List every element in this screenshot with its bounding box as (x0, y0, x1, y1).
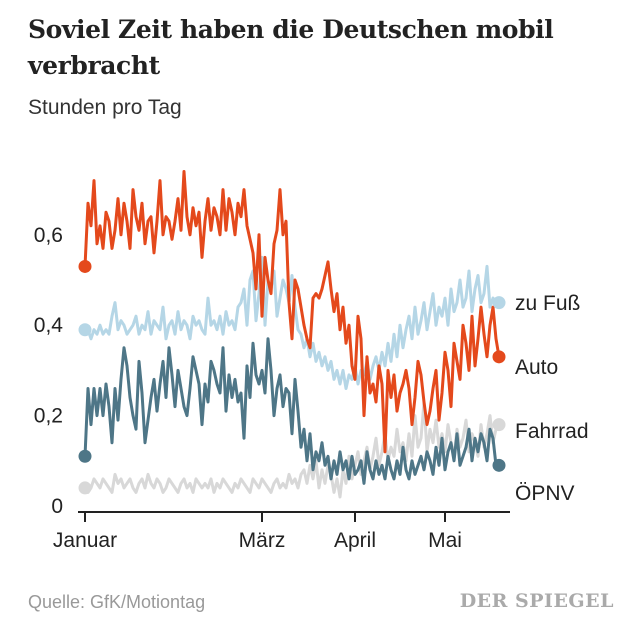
series-label: Auto (515, 356, 558, 379)
series-start-marker (78, 259, 92, 273)
series-end-marker (492, 350, 506, 364)
series-start-marker (78, 323, 92, 337)
series-label: ÖPNV (515, 482, 575, 505)
y-tick-label: 0,4 (34, 314, 64, 337)
series-line (83, 337, 501, 485)
series-end-marker (492, 296, 506, 310)
y-axis: 0 0,2 0,4 0,6 (34, 224, 64, 518)
x-axis: Januar März April Mai (53, 512, 462, 552)
series-line (83, 400, 501, 499)
source-note: Quelle: GfK/Motiontag (28, 592, 206, 612)
x-tick-label: Januar (53, 529, 117, 552)
y-tick-label: 0,6 (34, 224, 63, 247)
series-end-marker (492, 418, 506, 432)
y-tick-label: 0 (51, 495, 63, 518)
y-tick-label: 0,2 (34, 405, 63, 428)
x-tick-label: März (239, 529, 286, 552)
series-line (83, 170, 501, 454)
series-layer (78, 170, 506, 499)
series-line (83, 255, 501, 390)
publisher-logo: DER SPIEGEL (459, 590, 614, 612)
series-start-marker (78, 449, 92, 463)
series-start-marker (78, 481, 92, 495)
chart-title: Soviel Zeit haben die Deutschen mobil ve… (28, 15, 554, 80)
x-tick-label: Mai (428, 529, 462, 552)
series-end-marker (492, 458, 506, 472)
series-labels: zu Fuß Auto Fahrrad ÖPNV (515, 292, 589, 505)
x-tick-label: April (334, 529, 376, 552)
series-label: zu Fuß (515, 292, 580, 315)
series-label: Fahrrad (515, 420, 589, 443)
chart-subtitle: Stunden pro Tag (28, 96, 182, 119)
